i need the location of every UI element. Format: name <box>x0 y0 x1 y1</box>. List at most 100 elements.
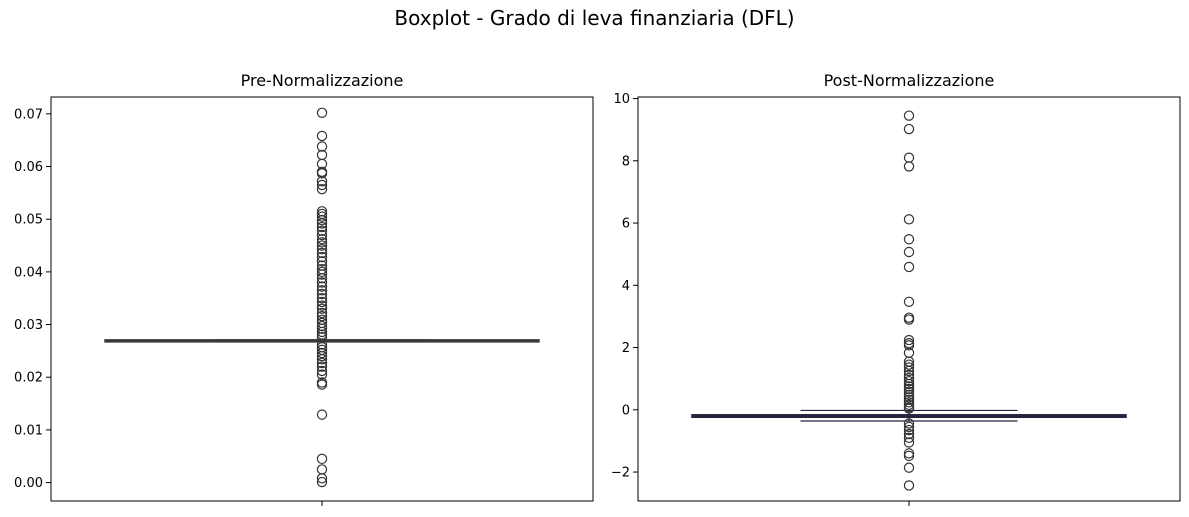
outlier-point <box>903 246 915 258</box>
outlier-point <box>903 448 915 459</box>
outlier-point <box>316 326 328 338</box>
boxplot-post-normalizzazione: Post-Normalizzazione −2 0 2 4 6 8 10 <box>611 71 1181 506</box>
outlier-point <box>316 300 328 311</box>
plot-frame <box>637 96 1181 502</box>
y-tick-label: 6 <box>622 217 630 232</box>
outlier-point <box>316 296 328 308</box>
outlier-point <box>903 437 915 448</box>
outlier-point <box>316 179 328 191</box>
outlier-point <box>316 277 328 288</box>
outlier-point <box>316 307 328 319</box>
y-tick-label: 0.07 <box>14 107 43 122</box>
outlier-point <box>316 247 328 259</box>
plot-frame <box>50 96 594 502</box>
outlier-point <box>316 473 328 484</box>
outlier-point <box>903 389 915 401</box>
outlier-point <box>316 225 328 236</box>
outlier-point <box>903 397 915 408</box>
outlier-point <box>903 362 915 373</box>
outlier-point <box>316 329 328 340</box>
outlier-point <box>316 183 328 195</box>
y-tick-label: 8 <box>622 154 630 169</box>
outlier-point <box>316 361 328 372</box>
outlier-point <box>903 261 915 273</box>
outlier-point <box>903 432 915 444</box>
outlier-point <box>903 110 915 121</box>
outlier-point <box>903 428 915 440</box>
outlier-point <box>316 218 328 229</box>
outlier-point <box>316 281 328 292</box>
outlier-point <box>316 310 328 322</box>
outlier-point <box>316 365 328 377</box>
outlier-point <box>316 269 328 280</box>
outlier-point <box>903 450 915 462</box>
y-tick-label: 0.04 <box>14 265 43 280</box>
outlier-point <box>903 372 915 384</box>
outlier-point <box>903 359 915 370</box>
outlier-point <box>316 107 328 119</box>
outlier-point <box>316 303 328 314</box>
outlier-point <box>316 168 328 179</box>
y-tick-label: 0.00 <box>14 476 43 491</box>
outlier-point <box>316 176 328 187</box>
outlier-point <box>316 453 328 465</box>
outlier-point <box>316 149 328 161</box>
figure-title: Boxplot - Grado di leva finanziaria (DFL… <box>394 6 795 30</box>
outlier-point <box>316 293 328 304</box>
y-tick-label: 0 <box>622 403 630 418</box>
outlier-point <box>903 386 915 397</box>
outlier-point <box>316 320 328 332</box>
outlier-point <box>903 421 915 433</box>
outlier-point <box>316 130 328 142</box>
outlier-point <box>316 272 328 284</box>
outlier-point <box>316 141 328 152</box>
outlier-point <box>316 476 328 488</box>
outlier-point <box>903 418 915 429</box>
boxplot-pre-normalizzazione: Pre-Normalizzazione 0.00 0.01 0.02 0.03 0.04… <box>14 71 594 506</box>
outlier-point <box>316 347 328 359</box>
outlier-point <box>316 409 328 420</box>
outlier-point <box>316 215 328 226</box>
y-tick-label: 0.01 <box>14 423 43 438</box>
outlier-point <box>316 211 328 222</box>
outlier-point <box>316 464 328 475</box>
outlier-point <box>903 392 915 403</box>
outlier-point <box>903 214 915 225</box>
y-tick-label: 2 <box>622 341 630 356</box>
y-tick-label: 4 <box>622 279 630 294</box>
outlier-point <box>316 256 328 267</box>
outlier-point <box>316 285 328 296</box>
outlier-point <box>903 378 915 390</box>
y-tick-label: 10 <box>613 92 630 107</box>
outlier-point <box>903 383 915 395</box>
outlier-point <box>903 334 915 346</box>
outlier-point <box>316 244 328 255</box>
subplot-title-pre: Pre-Normalizzazione <box>241 71 404 90</box>
outlier-point <box>903 152 915 163</box>
outlier-point <box>316 251 328 263</box>
outlier-point <box>903 375 915 387</box>
outlier-point <box>903 424 915 436</box>
outlier-point <box>903 403 915 414</box>
outlier-point <box>316 379 328 390</box>
y-tick-label: 0.06 <box>14 160 43 175</box>
outlier-point <box>316 354 328 365</box>
outlier-point <box>903 381 915 392</box>
y-tick-label: 0.03 <box>14 318 43 333</box>
y-tick-label: −2 <box>611 466 630 481</box>
outlier-point <box>316 221 328 233</box>
outlier-point <box>903 340 915 351</box>
subplot-title-post: Post-Normalizzazione <box>824 71 995 90</box>
outlier-point <box>903 365 915 377</box>
outlier-point <box>316 369 328 380</box>
outlier-point <box>316 229 328 241</box>
y-tick-label: 0.05 <box>14 213 43 228</box>
outlier-point <box>316 331 328 343</box>
outlier-point <box>316 357 328 369</box>
outlier-point <box>316 339 328 350</box>
outlier-point <box>316 288 328 300</box>
outlier-point <box>903 234 915 245</box>
outlier-point <box>903 462 915 473</box>
outlier-point <box>903 123 915 135</box>
outlier-point <box>316 266 328 278</box>
